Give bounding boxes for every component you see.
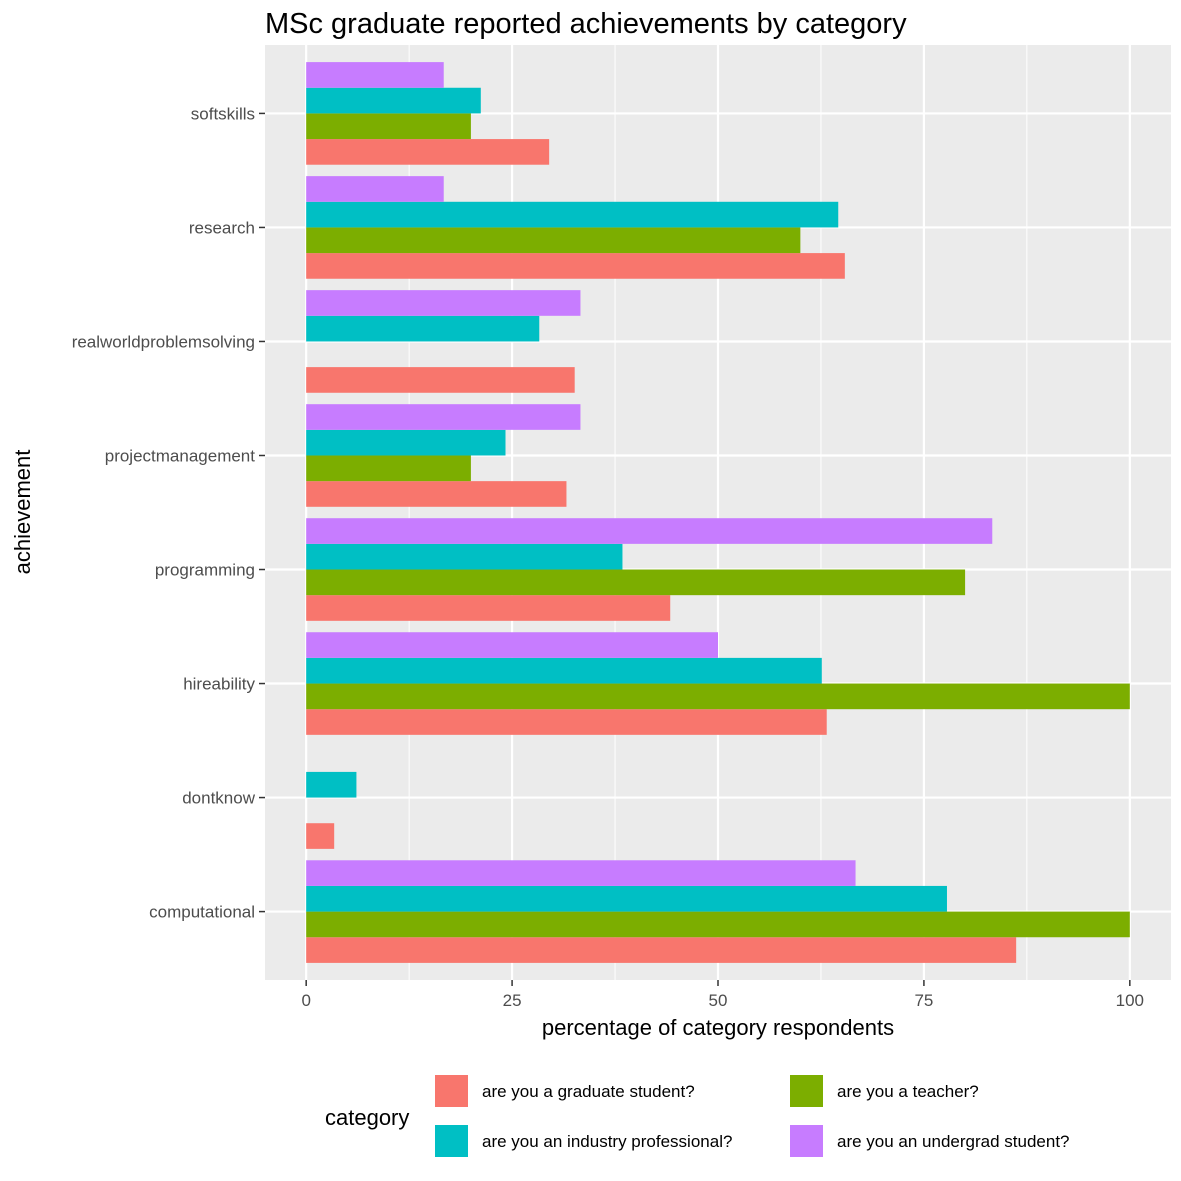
x-tick-label-75: 75 bbox=[914, 991, 933, 1010]
legend-label-are-you-a-graduate-student: are you a graduate student? bbox=[482, 1082, 695, 1101]
bar-hireability-are-you-an-undergrad-student bbox=[306, 632, 718, 658]
legend-title: category bbox=[325, 1105, 409, 1130]
bar-computational-are-you-a-teacher bbox=[306, 911, 1130, 938]
y-axis: computational dontknow hireability programm… bbox=[72, 104, 265, 922]
x-axis-title: percentage of category respondents bbox=[542, 1015, 894, 1040]
y-axis-title: achievement bbox=[10, 450, 35, 575]
bars bbox=[306, 62, 1130, 963]
bar-projectmanagement-are-you-an-industry-professional bbox=[306, 429, 506, 456]
legend: category are you a graduate student? are … bbox=[325, 1075, 1070, 1157]
bar-research-are-you-a-graduate-student bbox=[306, 253, 845, 279]
bar-programming-are-you-an-industry-professional bbox=[306, 543, 623, 570]
legend-key-are-you-a-teacher bbox=[790, 1075, 823, 1107]
bar-programming-are-you-a-graduate-student bbox=[306, 595, 671, 621]
legend-label-are-you-an-industry-professional: are you an industry professional? bbox=[482, 1132, 732, 1151]
chart-title: MSc graduate reported achievements by ca… bbox=[265, 8, 907, 40]
x-tick-label-50: 50 bbox=[709, 991, 728, 1010]
x-axis: 0 25 50 75 100 bbox=[301, 980, 1144, 1010]
legend-key-are-you-an-industry-professional bbox=[435, 1125, 468, 1157]
bar-softskills-are-you-an-undergrad-student bbox=[306, 62, 444, 88]
y-tick-label-softskills: softskills bbox=[191, 104, 255, 123]
bar-research-are-you-an-undergrad-student bbox=[306, 176, 444, 202]
bar-dontknow-are-you-a-graduate-student bbox=[306, 823, 335, 849]
bar-dontknow-are-you-an-industry-professional bbox=[306, 771, 357, 798]
legend-label-are-you-a-teacher: are you a teacher? bbox=[837, 1082, 979, 1101]
y-tick-label-dontknow: dontknow bbox=[182, 789, 255, 808]
bar-hireability-are-you-a-teacher bbox=[306, 683, 1130, 710]
x-tick-label-0: 0 bbox=[301, 991, 310, 1010]
legend-key-are-you-a-graduate-student bbox=[435, 1075, 468, 1107]
bar-projectmanagement-are-you-a-graduate-student bbox=[306, 481, 567, 507]
bar-realworldproblemsolving-are-you-an-industry-professional bbox=[306, 315, 540, 342]
y-tick-label-programming: programming bbox=[155, 561, 255, 580]
bar-computational-are-you-a-graduate-student bbox=[306, 937, 1017, 963]
bar-realworldproblemsolving-are-you-a-graduate-student bbox=[306, 367, 575, 393]
bar-research-are-you-a-teacher bbox=[306, 227, 801, 254]
x-tick-label-25: 25 bbox=[503, 991, 522, 1010]
y-tick-label-projectmanagement: projectmanagement bbox=[105, 446, 256, 465]
y-tick-label-realworldproblemsolving: realworldproblemsolving bbox=[72, 332, 255, 351]
bar-projectmanagement-are-you-an-undergrad-student bbox=[306, 404, 581, 430]
bar-softskills-are-you-a-graduate-student bbox=[306, 139, 550, 165]
y-tick-label-computational: computational bbox=[149, 903, 255, 922]
bar-computational-are-you-an-undergrad-student bbox=[306, 860, 856, 886]
bar-computational-are-you-an-industry-professional bbox=[306, 885, 947, 912]
y-tick-label-research: research bbox=[189, 218, 255, 237]
bar-research-are-you-an-industry-professional bbox=[306, 201, 839, 228]
legend-key-are-you-an-undergrad-student bbox=[790, 1125, 823, 1157]
bar-hireability-are-you-an-industry-professional bbox=[306, 657, 822, 684]
bar-hireability-are-you-a-graduate-student bbox=[306, 709, 827, 735]
bar-programming-are-you-an-undergrad-student bbox=[306, 518, 993, 544]
bar-projectmanagement-are-you-a-teacher bbox=[306, 455, 471, 482]
y-tick-label-hireability: hireability bbox=[183, 675, 255, 694]
bar-realworldproblemsolving-are-you-an-undergrad-student bbox=[306, 290, 581, 316]
bar-softskills-are-you-an-industry-professional bbox=[306, 87, 481, 114]
bar-programming-are-you-a-teacher bbox=[306, 569, 966, 596]
bar-softskills-are-you-a-teacher bbox=[306, 113, 471, 140]
x-tick-label-100: 100 bbox=[1116, 991, 1144, 1010]
legend-label-are-you-an-undergrad-student: are you an undergrad student? bbox=[837, 1132, 1070, 1151]
